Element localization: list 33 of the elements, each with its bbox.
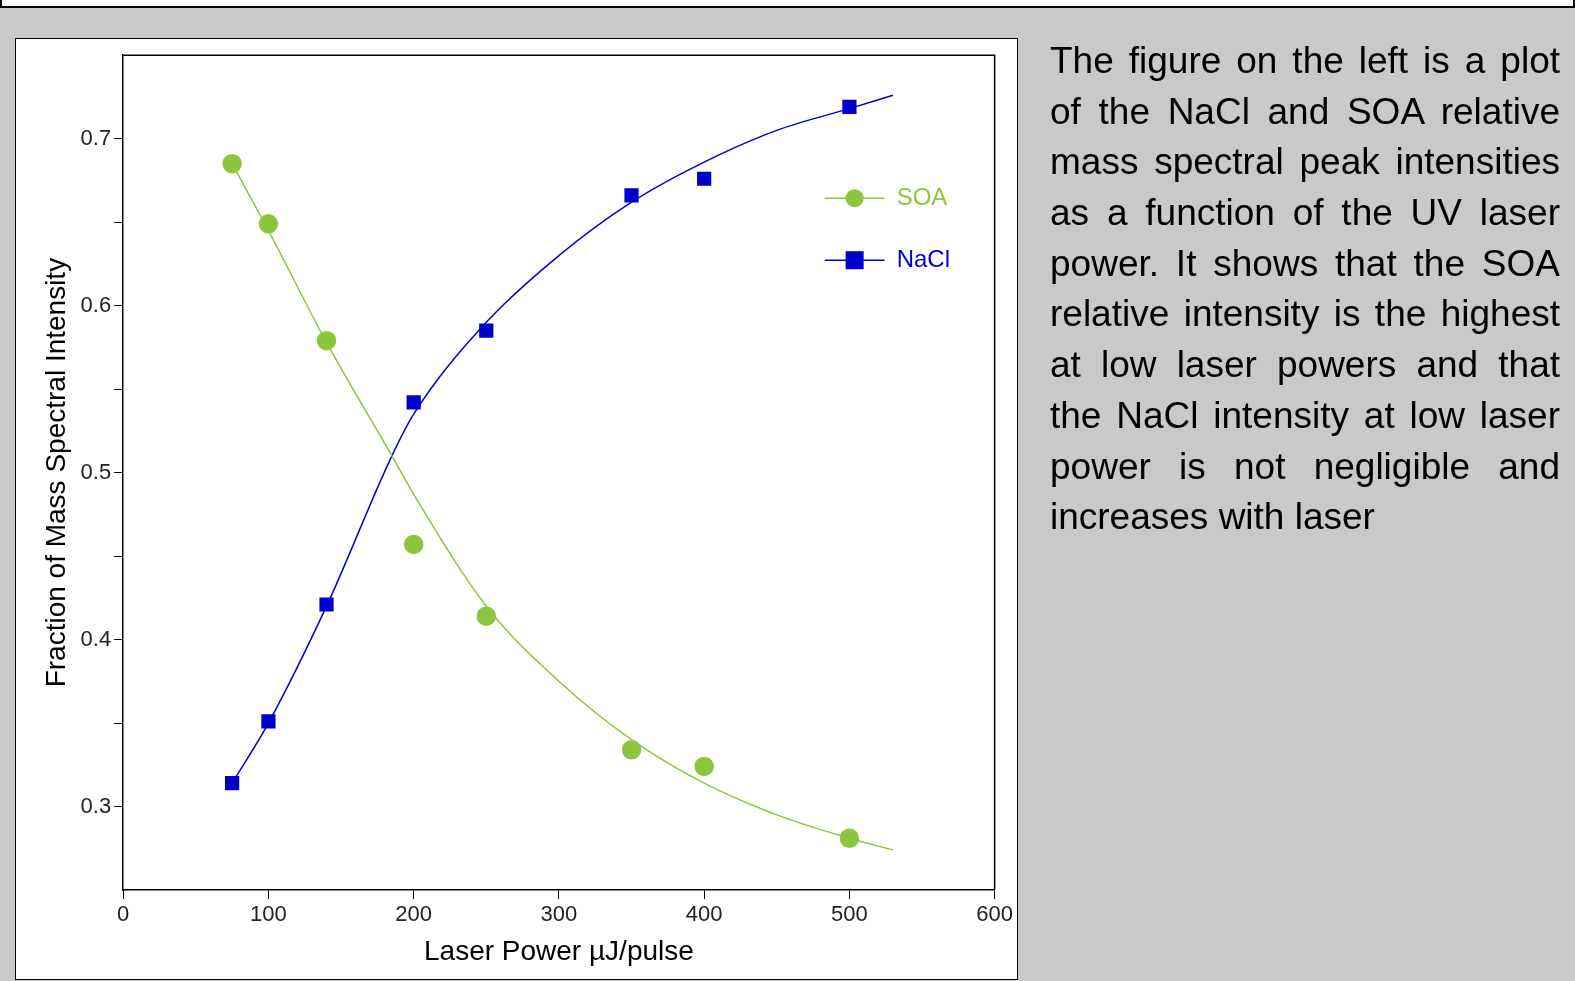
y-tick-label: 0.3 bbox=[80, 792, 112, 818]
point bbox=[697, 171, 712, 186]
point bbox=[476, 606, 497, 626]
point bbox=[621, 740, 642, 760]
x-tick-label: 200 bbox=[395, 901, 433, 927]
point bbox=[839, 828, 860, 848]
y-tick-label: 0.5 bbox=[80, 458, 112, 484]
point bbox=[403, 534, 424, 555]
x-tick-label: 600 bbox=[976, 901, 1014, 927]
y-axis-title: Fraction of Mass Spectral Intensity bbox=[39, 257, 71, 688]
point bbox=[258, 214, 279, 234]
point bbox=[319, 597, 334, 612]
y-tick-label: 0.7 bbox=[80, 124, 112, 150]
point bbox=[406, 395, 421, 410]
point bbox=[316, 330, 337, 351]
point bbox=[225, 776, 240, 791]
x-tick-label: 100 bbox=[250, 901, 287, 927]
point bbox=[222, 153, 242, 174]
point bbox=[624, 188, 639, 203]
legend-label: NaCl bbox=[896, 244, 950, 272]
point bbox=[694, 756, 714, 777]
point bbox=[479, 323, 494, 338]
x-tick-label: 500 bbox=[831, 901, 868, 927]
legend-label: SOA bbox=[896, 182, 948, 210]
x-tick-label: 0 bbox=[117, 901, 130, 927]
x-tick-label: 400 bbox=[685, 901, 723, 927]
x-tick-label: 300 bbox=[540, 901, 578, 927]
x-axis-title: Laser Power µJ/pulse bbox=[424, 934, 694, 966]
y-tick-label: 0.4 bbox=[80, 625, 112, 651]
text: The figure on the left is a plot of the NaCl and SOA relative mass spectral peak intensities as a function of the UV laser power. It shows that the SOA relative intensity is the highest at low laser powers and that the NaCl intensity at low laser power is not negligible and increases with laser bbox=[1050, 40, 1560, 538]
y-tick-label: 0.6 bbox=[80, 291, 112, 317]
point bbox=[261, 714, 276, 729]
point bbox=[842, 99, 857, 115]
